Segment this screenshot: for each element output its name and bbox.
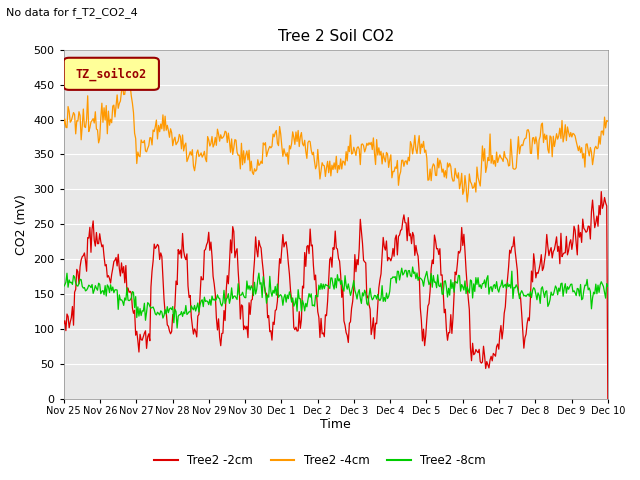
- X-axis label: Time: Time: [321, 419, 351, 432]
- FancyBboxPatch shape: [64, 58, 159, 90]
- Y-axis label: CO2 (mV): CO2 (mV): [15, 194, 28, 255]
- Legend: Tree2 -2cm, Tree2 -4cm, Tree2 -8cm: Tree2 -2cm, Tree2 -4cm, Tree2 -8cm: [149, 449, 491, 472]
- Title: Tree 2 Soil CO2: Tree 2 Soil CO2: [278, 29, 394, 44]
- Text: No data for f_T2_CO2_4: No data for f_T2_CO2_4: [6, 7, 138, 18]
- Text: TZ_soilco2: TZ_soilco2: [76, 67, 147, 81]
